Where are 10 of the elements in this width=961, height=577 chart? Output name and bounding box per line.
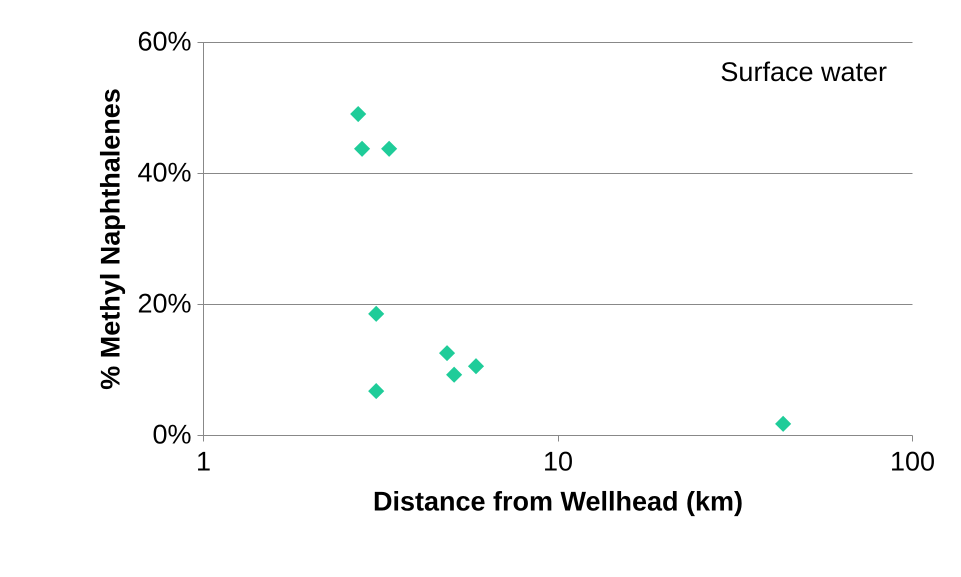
x-axis-title: Distance from Wellhead (km)	[372, 486, 744, 516]
y-tick-label: 20%	[137, 288, 192, 318]
annotation: Surface water	[720, 57, 888, 87]
x-tick-label: 10	[542, 446, 574, 476]
y-tick-label: 60%	[137, 26, 192, 56]
y-axis-title: % Methyl Naphthalenes	[95, 88, 126, 390]
y-tick-label: 40%	[137, 158, 192, 188]
x-tick-label: 1	[196, 446, 212, 476]
y-tick-label: 0%	[152, 420, 192, 450]
x-tick-label: 100	[890, 446, 936, 476]
